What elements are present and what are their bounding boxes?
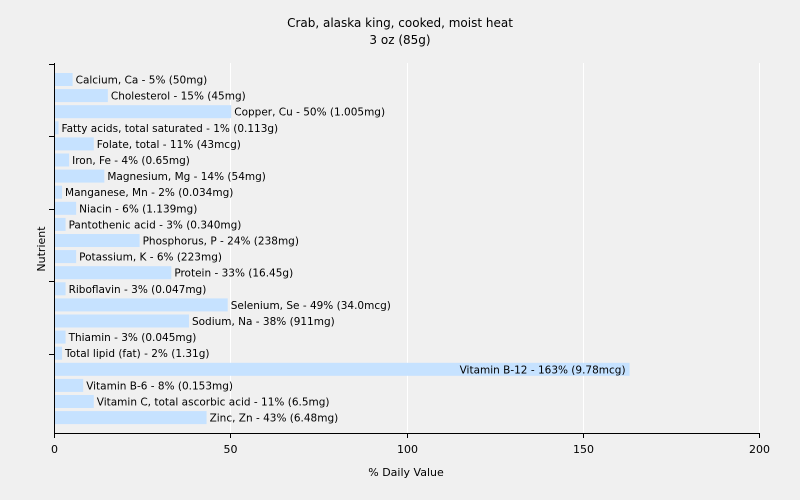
bar: [55, 298, 228, 312]
bar-label: Vitamin B-12 - 163% (9.78mcg): [460, 364, 626, 376]
bar-label: Magnesium, Mg - 14% (54mg): [107, 171, 266, 183]
bar: [55, 378, 84, 392]
bar: [55, 73, 73, 86]
bar: [55, 314, 189, 328]
bar-label: Vitamin B-6 - 8% (0.153mg): [86, 380, 233, 392]
x-tick-label: 0: [51, 443, 58, 456]
bar-label: Selenium, Se - 49% (34.0mcg): [231, 300, 391, 312]
bar: [55, 282, 66, 296]
bar: [55, 121, 59, 135]
bar-label: Vitamin C, total ascorbic acid - 11% (6.…: [97, 397, 330, 409]
bar: [55, 105, 232, 119]
bar: [55, 330, 66, 344]
bar: [55, 201, 77, 215]
bar-label: Folate, total - 11% (43mcg): [97, 139, 241, 151]
bar: [55, 169, 105, 183]
bar-label: Total lipid (fat) - 2% (1.31g): [64, 348, 209, 360]
bar-label: Copper, Cu - 50% (1.005mg): [234, 107, 385, 119]
x-tick-label: 50: [224, 443, 238, 456]
bar: [55, 250, 77, 264]
bar-label: Riboflavin - 3% (0.047mg): [69, 284, 207, 296]
bar-label: Protein - 33% (16.45g): [174, 268, 293, 280]
bar-label: Niacin - 6% (1.139mg): [79, 203, 197, 215]
bar: [55, 411, 207, 425]
bar-label: Manganese, Mn - 2% (0.034mg): [65, 187, 233, 199]
bar-label: Iron, Fe - 4% (0.65mg): [72, 155, 190, 167]
bar-label: Cholesterol - 15% (45mg): [111, 91, 246, 103]
bar-label: Potassium, K - 6% (223mg): [79, 252, 222, 264]
bar: [55, 234, 140, 247]
bar-label: Pantothenic acid - 3% (0.340mg): [69, 219, 242, 231]
bar: [55, 137, 94, 151]
bar: [55, 395, 94, 408]
x-tick-label: 150: [573, 443, 594, 456]
bar: [55, 89, 108, 103]
bar-label: Fatty acids, total saturated - 1% (0.113…: [62, 123, 279, 135]
bar-label: Zinc, Zn - 43% (6.48mg): [210, 413, 339, 425]
x-tick-label: 100: [397, 443, 418, 456]
bar: [55, 266, 172, 280]
bar-label: Sodium, Na - 38% (911mg): [192, 316, 335, 328]
chart-subtitle: 3 oz (85g): [369, 33, 430, 47]
chart-title: Crab, alaska king, cooked, moist heat: [287, 16, 513, 30]
bar-label: Calcium, Ca - 5% (50mg): [76, 75, 208, 87]
x-axis-title: % Daily Value: [368, 466, 444, 479]
axes-group: 0 50 100 150 200: [49, 63, 770, 456]
x-tick-label: 200: [749, 443, 770, 456]
bar: [55, 185, 63, 199]
y-axis-title: Nutrient: [35, 226, 48, 272]
bar: [55, 217, 66, 231]
bar-label: Thiamin - 3% (0.045mg): [68, 332, 197, 344]
bar: [55, 362, 630, 376]
bar-label: Phosphorus, P - 24% (238mg): [143, 236, 299, 248]
bar: [55, 153, 70, 167]
bars-group: Calcium, Ca - 5% (50mg) Cholesterol - 15%…: [55, 73, 630, 425]
bar: [55, 346, 63, 360]
